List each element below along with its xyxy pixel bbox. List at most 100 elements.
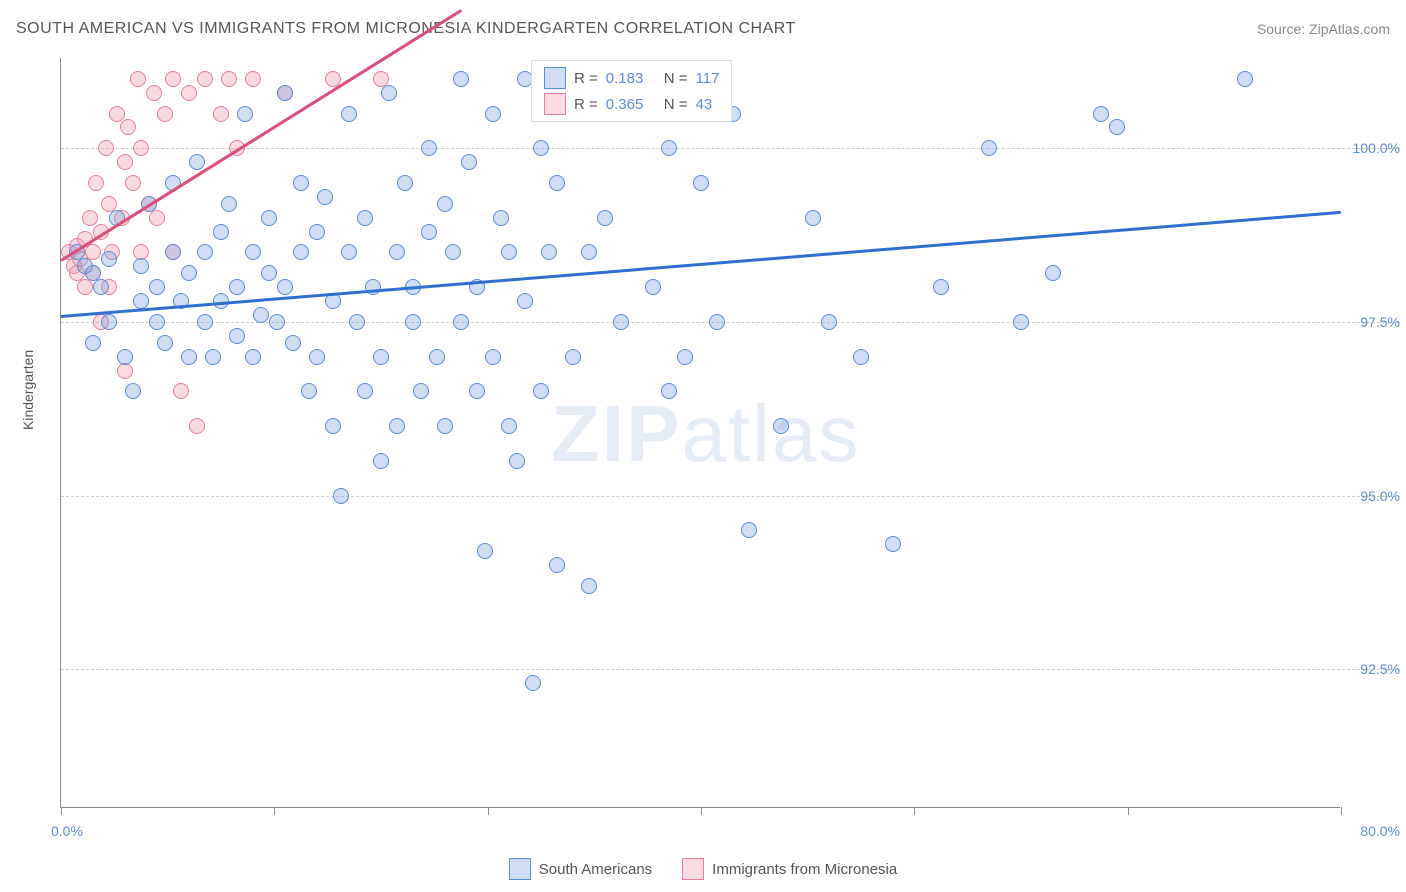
scatter-point: [197, 314, 213, 330]
y-tick-label: 95.0%: [1345, 488, 1400, 504]
scatter-point: [429, 349, 445, 365]
scatter-point: [101, 251, 117, 267]
scatter-point: [373, 453, 389, 469]
legend-item-2: Immigrants from Micronesia: [682, 858, 897, 880]
scatter-point: [117, 154, 133, 170]
scatter-point: [365, 279, 381, 295]
legend-swatch-1: [509, 858, 531, 880]
scatter-point: [741, 522, 757, 538]
scatter-point: [933, 279, 949, 295]
scatter-point: [309, 349, 325, 365]
scatter-point: [213, 106, 229, 122]
scatter-point: [421, 140, 437, 156]
scatter-point: [373, 349, 389, 365]
trend-line: [60, 10, 461, 262]
scatter-point: [245, 244, 261, 260]
scatter-point: [333, 488, 349, 504]
legend-n-label: N =: [664, 70, 688, 87]
y-tick-label: 92.5%: [1345, 661, 1400, 677]
scatter-point: [293, 244, 309, 260]
legend-label-1: South Americans: [539, 861, 652, 878]
scatter-point: [125, 383, 141, 399]
scatter-point: [165, 71, 181, 87]
gridline: [61, 148, 1400, 149]
legend-n-value: 43: [696, 96, 713, 113]
scatter-point: [245, 71, 261, 87]
plot-area: ZIPatlas 92.5%95.0%97.5%100.0%0.0%80.0%R…: [60, 58, 1340, 808]
legend-r-value: 0.365: [606, 96, 656, 113]
scatter-point: [1237, 71, 1253, 87]
legend-item-1: South Americans: [509, 858, 652, 880]
x-tick: [488, 807, 489, 815]
scatter-point: [229, 328, 245, 344]
scatter-point: [1109, 119, 1125, 135]
x-label-left: 0.0%: [51, 823, 83, 839]
scatter-point: [885, 536, 901, 552]
scatter-point: [130, 71, 146, 87]
scatter-point: [133, 293, 149, 309]
scatter-point: [565, 349, 581, 365]
scatter-point: [253, 307, 269, 323]
watermark-thin: atlas: [681, 389, 860, 478]
scatter-point: [109, 106, 125, 122]
scatter-point: [453, 71, 469, 87]
legend-top-row: R = 0.365 N = 43: [544, 93, 719, 115]
scatter-point: [157, 106, 173, 122]
scatter-point: [533, 140, 549, 156]
scatter-point: [421, 224, 437, 240]
legend-n-label: N =: [664, 96, 688, 113]
scatter-point: [501, 418, 517, 434]
scatter-point: [437, 418, 453, 434]
legend-swatch: [544, 67, 566, 89]
scatter-point: [1093, 106, 1109, 122]
y-tick-label: 97.5%: [1345, 314, 1400, 330]
scatter-point: [397, 175, 413, 191]
source-label: Source: ZipAtlas.com: [1257, 21, 1390, 37]
scatter-point: [197, 244, 213, 260]
legend-swatch: [544, 93, 566, 115]
legend-bottom: South Americans Immigrants from Micrones…: [0, 858, 1406, 880]
scatter-point: [205, 349, 221, 365]
scatter-point: [773, 418, 789, 434]
scatter-point: [317, 189, 333, 205]
scatter-point: [597, 210, 613, 226]
scatter-point: [181, 265, 197, 281]
scatter-point: [149, 314, 165, 330]
legend-r-label: R =: [574, 96, 598, 113]
scatter-point: [581, 244, 597, 260]
legend-r-value: 0.183: [606, 70, 656, 87]
scatter-point: [709, 314, 725, 330]
scatter-point: [341, 244, 357, 260]
scatter-point: [533, 383, 549, 399]
scatter-point: [149, 210, 165, 226]
scatter-point: [325, 418, 341, 434]
scatter-point: [157, 335, 173, 351]
scatter-point: [149, 279, 165, 295]
scatter-point: [445, 244, 461, 260]
scatter-point: [437, 196, 453, 212]
scatter-point: [98, 140, 114, 156]
scatter-point: [477, 543, 493, 559]
legend-label-2: Immigrants from Micronesia: [712, 861, 897, 878]
scatter-point: [1045, 265, 1061, 281]
title-bar: SOUTH AMERICAN VS IMMIGRANTS FROM MICRON…: [16, 20, 1390, 38]
legend-top: R =0.183N =117R =0.365N =43: [531, 60, 732, 122]
legend-swatch-2: [682, 858, 704, 880]
scatter-point: [389, 244, 405, 260]
x-tick: [914, 807, 915, 815]
scatter-point: [88, 175, 104, 191]
x-tick: [274, 807, 275, 815]
scatter-point: [117, 363, 133, 379]
scatter-point: [693, 175, 709, 191]
scatter-point: [349, 314, 365, 330]
scatter-point: [269, 314, 285, 330]
scatter-point: [181, 85, 197, 101]
scatter-point: [549, 175, 565, 191]
scatter-point: [661, 140, 677, 156]
scatter-point: [125, 175, 141, 191]
scatter-point: [133, 140, 149, 156]
scatter-point: [82, 210, 98, 226]
scatter-point: [981, 140, 997, 156]
scatter-point: [197, 71, 213, 87]
scatter-point: [501, 244, 517, 260]
